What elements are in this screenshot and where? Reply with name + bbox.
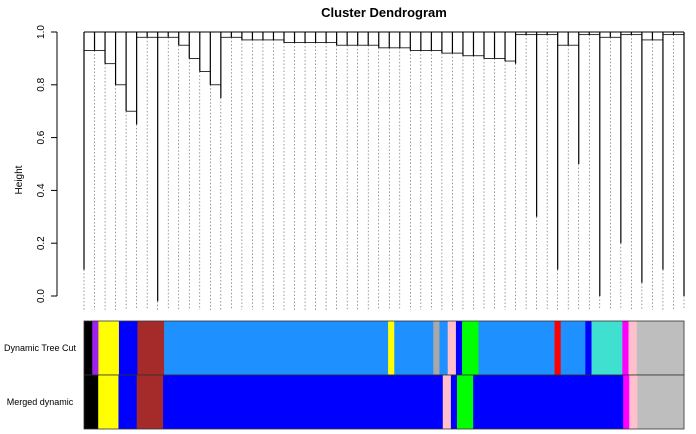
- track-segment: [637, 375, 685, 429]
- track-segment: [636, 321, 685, 375]
- track-segment: [388, 321, 395, 375]
- y-tick-label: 0.8: [36, 77, 47, 91]
- track-segment: [118, 375, 138, 429]
- track-segment: [98, 375, 119, 429]
- track-segment: [455, 321, 463, 375]
- y-tick-label: 1.0: [36, 25, 47, 39]
- track-segment: [136, 375, 164, 429]
- track-segment: [560, 321, 586, 375]
- color-tracks: [83, 320, 685, 430]
- track-border: [83, 374, 685, 430]
- track-segment: [629, 375, 638, 429]
- y-tick-label: 0.0: [36, 289, 47, 303]
- track-segment: [84, 321, 93, 375]
- track-segment: [450, 375, 458, 429]
- y-axis-label: Height: [14, 165, 25, 194]
- track-segment: [623, 375, 630, 429]
- track-segment: [163, 375, 444, 429]
- track-labels: Dynamic Tree Cut Merged dynamic: [4, 343, 77, 407]
- track-segment: [456, 375, 474, 429]
- track-segment: [84, 375, 99, 429]
- dendrogram-branches: [83, 31, 685, 310]
- chart-title: Cluster Dendrogram: [321, 5, 447, 20]
- track-segment: [442, 375, 452, 429]
- track-label: Dynamic Tree Cut: [4, 343, 77, 353]
- track-segment: [137, 321, 165, 375]
- track-segment: [478, 321, 555, 375]
- track-segment: [92, 321, 99, 375]
- track-segment: [98, 321, 120, 375]
- track-segment: [433, 321, 440, 375]
- track-segment: [628, 321, 638, 375]
- y-tick-label: 0.2: [36, 236, 47, 250]
- track-segment: [164, 321, 389, 375]
- track-segment: [622, 321, 629, 375]
- track-segment: [118, 321, 138, 375]
- track-segment: [554, 321, 562, 375]
- y-tick-label: 0.6: [36, 130, 47, 144]
- track-segment: [462, 321, 479, 375]
- y-tick-label: 0.4: [36, 183, 47, 197]
- track-segment: [394, 321, 434, 375]
- track-label: Merged dynamic: [7, 397, 74, 407]
- track-segment: [473, 375, 624, 429]
- track-segment: [591, 321, 623, 375]
- track-segment: [447, 321, 457, 375]
- y-axis-ticks: 0.0 0.2 0.4 0.6 0.8 1.0: [36, 25, 57, 303]
- track-segment: [439, 321, 448, 375]
- track-segment: [585, 321, 592, 375]
